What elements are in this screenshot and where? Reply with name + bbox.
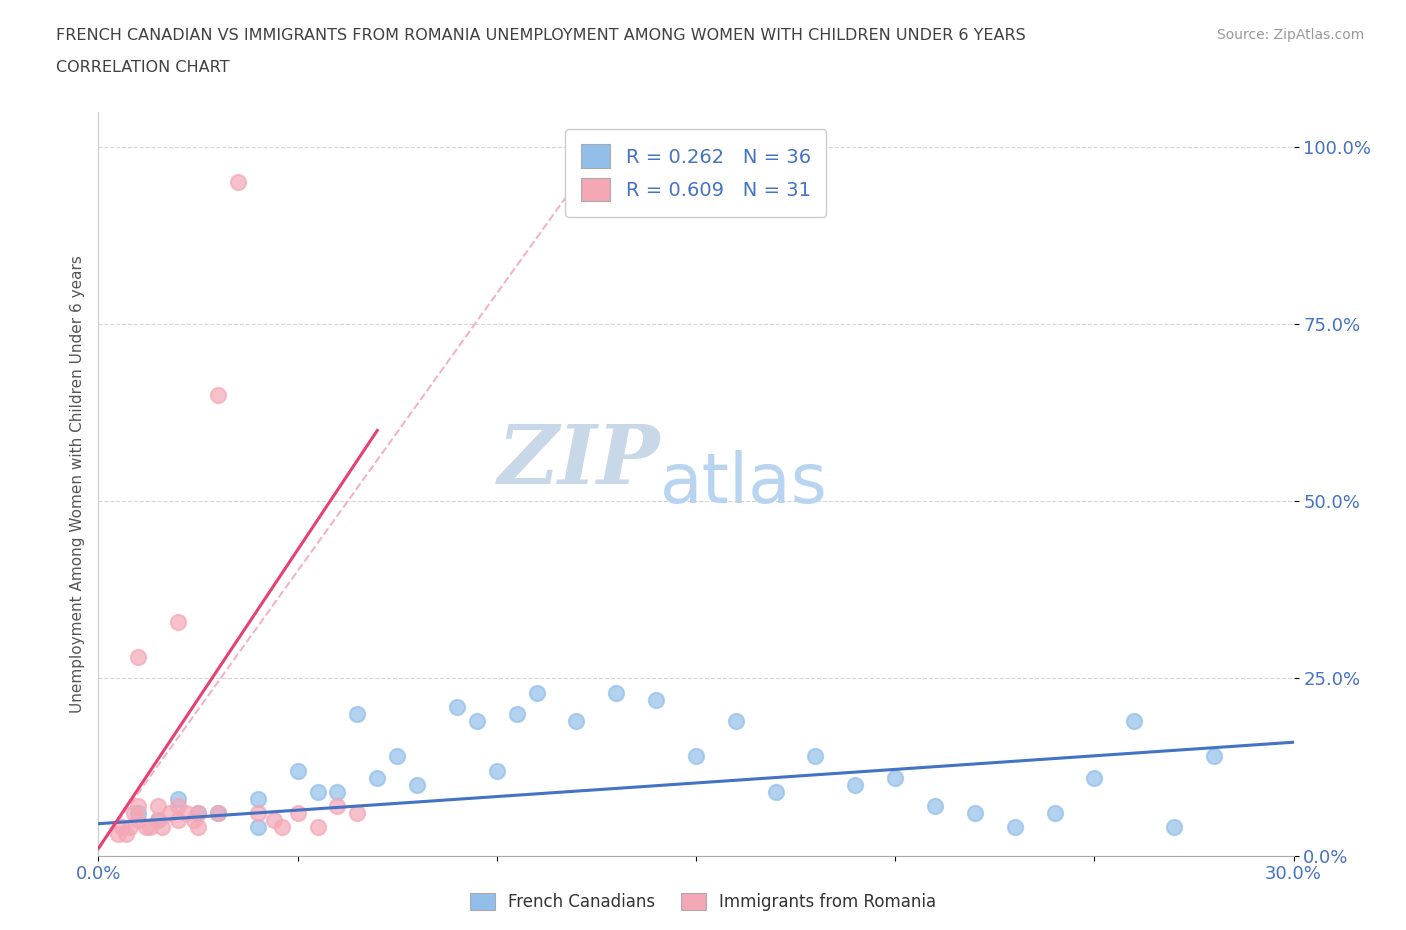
Point bbox=[724, 713, 747, 728]
Text: ZIP: ZIP bbox=[498, 421, 661, 501]
Point bbox=[135, 820, 157, 835]
Point bbox=[226, 175, 249, 190]
Point bbox=[605, 685, 627, 700]
Point bbox=[139, 820, 162, 835]
Point bbox=[485, 764, 508, 778]
Point bbox=[187, 805, 209, 820]
Point bbox=[804, 749, 827, 764]
Point bbox=[167, 791, 190, 806]
Point bbox=[346, 707, 368, 722]
Point bbox=[124, 805, 146, 820]
Point bbox=[183, 813, 205, 828]
Text: CORRELATION CHART: CORRELATION CHART bbox=[56, 60, 229, 75]
Point bbox=[207, 805, 229, 820]
Point bbox=[307, 784, 329, 799]
Point bbox=[207, 388, 229, 403]
Point bbox=[1083, 770, 1105, 785]
Text: Source: ZipAtlas.com: Source: ZipAtlas.com bbox=[1216, 28, 1364, 42]
Point bbox=[645, 692, 668, 707]
Point bbox=[765, 784, 787, 799]
Text: atlas: atlas bbox=[661, 450, 828, 517]
Point bbox=[385, 749, 409, 764]
Point bbox=[207, 805, 229, 820]
Point bbox=[924, 799, 946, 814]
Point bbox=[1004, 820, 1026, 835]
Point bbox=[1163, 820, 1185, 835]
Point bbox=[263, 813, 285, 828]
Point bbox=[150, 820, 173, 835]
Point bbox=[506, 707, 529, 722]
Point bbox=[127, 813, 149, 828]
Point bbox=[115, 827, 138, 842]
Point bbox=[127, 805, 149, 820]
Point bbox=[246, 805, 269, 820]
Point bbox=[465, 713, 488, 728]
Point bbox=[167, 813, 190, 828]
Point bbox=[174, 805, 197, 820]
Point bbox=[127, 650, 149, 665]
Point bbox=[307, 820, 329, 835]
Point bbox=[565, 713, 588, 728]
Point bbox=[270, 820, 292, 835]
Point bbox=[685, 749, 707, 764]
Point bbox=[167, 615, 190, 630]
Point bbox=[287, 764, 309, 778]
Point bbox=[111, 820, 134, 835]
Point bbox=[406, 777, 429, 792]
Point bbox=[246, 791, 269, 806]
Legend: R = 0.262   N = 36, R = 0.609   N = 31: R = 0.262 N = 36, R = 0.609 N = 31 bbox=[565, 128, 827, 217]
Point bbox=[366, 770, 388, 785]
Point bbox=[346, 805, 368, 820]
Point bbox=[326, 784, 349, 799]
Point bbox=[526, 685, 548, 700]
Point bbox=[159, 805, 181, 820]
Point bbox=[127, 799, 149, 814]
Point bbox=[446, 699, 468, 714]
Point bbox=[326, 799, 349, 814]
Text: FRENCH CANADIAN VS IMMIGRANTS FROM ROMANIA UNEMPLOYMENT AMONG WOMEN WITH CHILDRE: FRENCH CANADIAN VS IMMIGRANTS FROM ROMAN… bbox=[56, 28, 1026, 43]
Point bbox=[187, 820, 209, 835]
Point bbox=[120, 820, 142, 835]
Point bbox=[246, 820, 269, 835]
Point bbox=[148, 813, 170, 828]
Y-axis label: Unemployment Among Women with Children Under 6 years: Unemployment Among Women with Children U… bbox=[69, 255, 84, 712]
Point bbox=[148, 813, 170, 828]
Point bbox=[1043, 805, 1066, 820]
Point bbox=[148, 799, 170, 814]
Point bbox=[107, 827, 129, 842]
Legend: French Canadians, Immigrants from Romania: French Canadians, Immigrants from Romani… bbox=[464, 886, 942, 918]
Point bbox=[884, 770, 907, 785]
Point bbox=[287, 805, 309, 820]
Point bbox=[1123, 713, 1146, 728]
Point bbox=[167, 799, 190, 814]
Point bbox=[963, 805, 986, 820]
Point bbox=[844, 777, 866, 792]
Point bbox=[1202, 749, 1225, 764]
Point bbox=[187, 805, 209, 820]
